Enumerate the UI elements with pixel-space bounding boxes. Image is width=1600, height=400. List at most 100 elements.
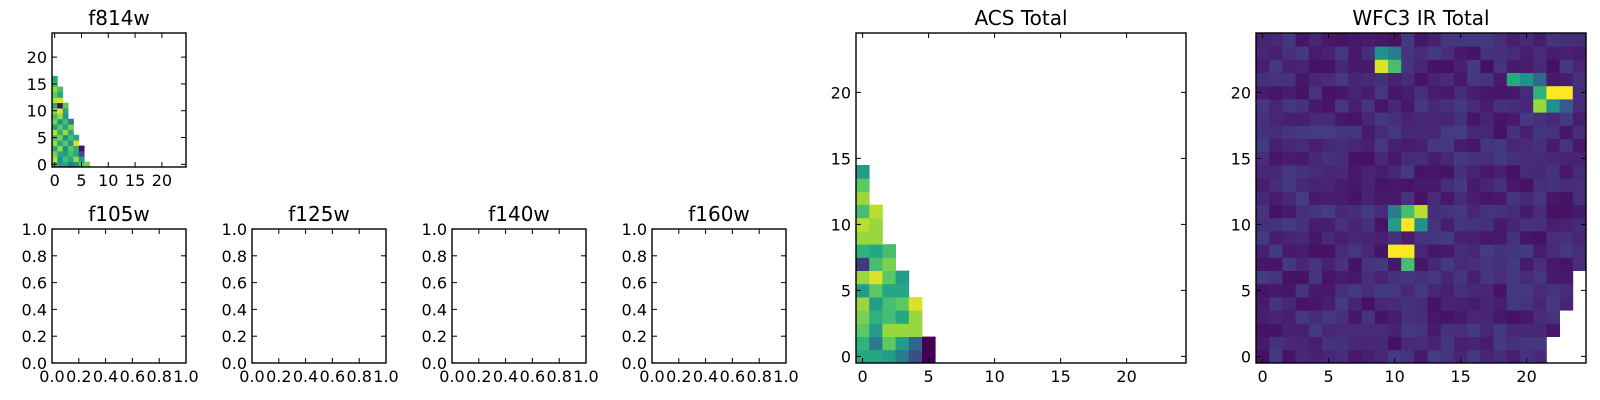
x-tick-label: 0.2 <box>666 367 691 386</box>
heatmap-cell <box>1348 191 1362 205</box>
heatmap-cell <box>1572 217 1587 232</box>
heatmap-cell <box>1546 46 1560 60</box>
heatmap-cell <box>1295 178 1310 192</box>
heatmap-cell <box>1256 349 1270 364</box>
heatmap-cell <box>1546 217 1560 232</box>
heatmap-cell <box>1533 323 1547 337</box>
heatmap-cell <box>1546 323 1560 337</box>
heatmap-cell <box>1269 231 1283 245</box>
heatmap-cell <box>1440 323 1455 337</box>
heatmap-cell <box>1335 217 1349 232</box>
heatmap-cell <box>895 283 910 298</box>
heatmap-cell <box>1546 178 1560 192</box>
heatmap-cell <box>1467 59 1481 73</box>
heatmap-cell <box>1361 99 1376 113</box>
heatmap-cell <box>1440 138 1455 153</box>
heatmap-cell <box>1308 270 1323 285</box>
heatmap-cell <box>1480 191 1494 205</box>
heatmap-cell <box>1308 204 1323 219</box>
heatmap-cell <box>1480 349 1494 364</box>
heatmap-cell <box>1348 310 1362 324</box>
x-tick-label: 0.6 <box>320 367 345 386</box>
heatmap-cell <box>1256 72 1270 87</box>
heatmap-cell <box>1427 46 1442 60</box>
panel-6: WFC3 IR Total 0 5 10 15 20 0 5 10 15 20 <box>1231 6 1587 386</box>
y-tick-label: 0.0 <box>622 354 647 373</box>
heatmap-cell <box>1546 283 1560 298</box>
heatmap-cell <box>1361 283 1376 298</box>
heatmap-cell <box>73 161 80 168</box>
heatmap-cell <box>1348 270 1362 285</box>
heatmap-cell <box>1506 257 1521 271</box>
heatmap-cell <box>1361 244 1376 258</box>
heatmap-cell <box>1282 270 1296 285</box>
heatmap-cell <box>1520 204 1534 219</box>
heatmap-cell <box>1427 204 1442 219</box>
y-tick-label: 0.8 <box>422 247 447 266</box>
heatmap-cell <box>1401 112 1415 126</box>
y-tick-label: 0.4 <box>422 300 447 319</box>
heatmap-cell <box>1269 257 1283 271</box>
heatmap-cell <box>1401 46 1415 60</box>
heatmap-cell <box>1572 151 1587 166</box>
heatmap-cell <box>1493 283 1508 298</box>
heatmap-cell <box>1520 85 1534 100</box>
heatmap-cell <box>1546 244 1560 258</box>
heatmap-cell <box>57 140 64 146</box>
heatmap-cell <box>1348 257 1362 271</box>
heatmap-cell <box>62 113 69 120</box>
heatmap-cell <box>1388 99 1402 113</box>
heatmap-cell <box>1506 310 1521 324</box>
heatmap-cell <box>1559 204 1574 219</box>
heatmap-cell <box>1559 297 1574 311</box>
heatmap-cell <box>1467 257 1481 271</box>
heatmap-cell <box>1440 72 1455 87</box>
heatmap-hot-cell <box>1388 244 1402 258</box>
heatmap-cell <box>1506 283 1521 298</box>
heatmap-cell <box>1414 310 1428 324</box>
heatmap-cell <box>1308 112 1323 126</box>
heatmap-cell <box>1546 191 1560 205</box>
heatmap-cell <box>1401 310 1415 324</box>
heatmap-cell <box>1282 297 1296 311</box>
heatmap-hot-cell <box>1401 217 1415 232</box>
heatmap-cell <box>78 150 85 157</box>
heatmap-cell <box>1374 178 1389 192</box>
heatmap-cell <box>1269 349 1283 364</box>
heatmap-cell <box>52 75 58 82</box>
heatmap-cell <box>1506 125 1521 139</box>
heatmap-cell <box>1308 323 1323 337</box>
y-tick-label: 0.8 <box>22 247 47 266</box>
heatmap-cell <box>1467 72 1481 87</box>
heatmap-cell <box>1295 204 1310 219</box>
heatmap-cell <box>1427 99 1442 113</box>
heatmap-cell <box>1388 323 1402 337</box>
heatmap-cell <box>1454 257 1468 271</box>
heatmap-cell <box>1361 257 1376 271</box>
heatmap-cell <box>1335 151 1349 166</box>
heatmap-cell <box>1559 59 1574 73</box>
heatmap-cell <box>1506 349 1521 364</box>
heatmap-cell <box>1493 138 1508 153</box>
heatmap-cell <box>1308 257 1323 271</box>
heatmap-cell <box>1322 310 1336 324</box>
heatmap-cell <box>1520 178 1534 192</box>
heatmap-cell <box>1348 125 1362 139</box>
heatmap-cell <box>52 150 58 157</box>
heatmap-cell <box>1559 283 1574 298</box>
heatmap-cell <box>1493 336 1508 351</box>
heatmap-cell <box>1361 349 1376 364</box>
heatmap-cell <box>1480 59 1494 73</box>
heatmap-cell <box>1388 151 1402 166</box>
heatmap-cell <box>1361 204 1376 219</box>
heatmap-cell <box>1520 310 1534 324</box>
heatmap-cell <box>57 134 64 141</box>
heatmap-cell <box>1546 138 1560 153</box>
heatmap-cell <box>1559 257 1574 271</box>
heatmap-cell <box>1295 323 1310 337</box>
heatmap-cell <box>1427 72 1442 87</box>
heatmap-cell <box>1546 59 1560 73</box>
heatmap-cell <box>1401 151 1415 166</box>
heatmap-hot-cell <box>1374 59 1389 73</box>
